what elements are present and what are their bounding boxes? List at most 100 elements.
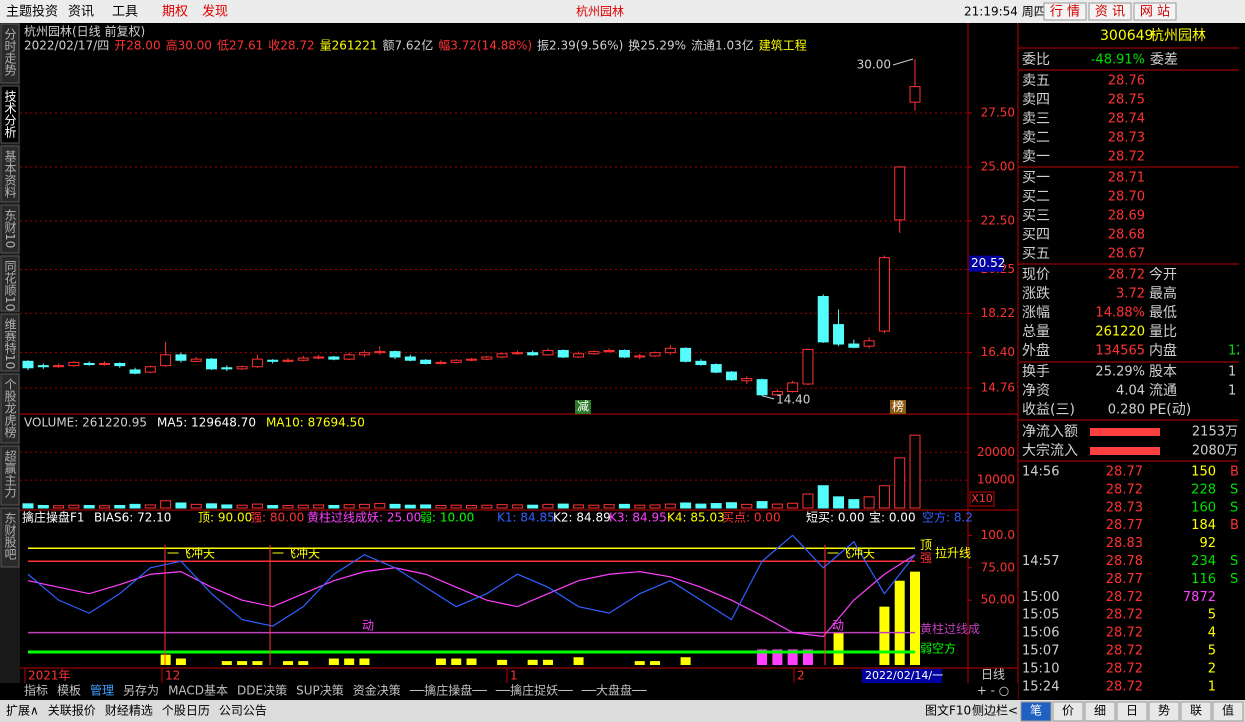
status-tab[interactable]: 侧边栏< xyxy=(972,703,1018,718)
volume-bar xyxy=(771,503,783,509)
bottom-tab[interactable]: 模板 xyxy=(57,684,81,698)
volume-bar xyxy=(160,500,172,509)
side-tab[interactable] xyxy=(0,507,20,568)
right-tab-label[interactable]: 值 xyxy=(1222,703,1234,718)
side-tab-label[interactable]: 东财10 xyxy=(3,209,17,249)
volume-label: MA5: 129648.70 xyxy=(157,416,256,430)
bottom-tab[interactable]: ──擒庄捉妖── xyxy=(495,683,574,698)
side-tab-label[interactable]: 技术分析 xyxy=(3,90,17,139)
y-tick-label: 25.00 xyxy=(981,159,1015,173)
side-tab-label[interactable]: 维赛特10 xyxy=(3,318,17,370)
tick-side: S xyxy=(1230,572,1238,587)
indicator-bar xyxy=(497,659,508,665)
period-label[interactable]: 日线 xyxy=(981,668,1005,682)
right-tab-label[interactable]: 日 xyxy=(1126,704,1138,718)
right-tab[interactable] xyxy=(1212,701,1244,722)
tick-volume: 5 xyxy=(1208,644,1216,659)
bottom-tab[interactable]: 资金决策 xyxy=(353,683,401,698)
bottom-tab[interactable]: ──大盘盘── xyxy=(581,683,648,698)
quote-info: 额7.62亿 xyxy=(382,38,433,53)
bottom-tab[interactable]: 管理 xyxy=(90,683,114,698)
menu-item[interactable]: 发现 xyxy=(202,4,228,20)
tick-price: 28.77 xyxy=(1106,572,1143,587)
side-tab[interactable] xyxy=(0,313,20,372)
side-tab[interactable] xyxy=(0,85,20,144)
status-tab[interactable]: 扩展∧ xyxy=(6,704,39,718)
right-tab[interactable] xyxy=(1020,701,1052,722)
status-tab[interactable]: 财经精选 xyxy=(105,704,153,718)
side-tab[interactable] xyxy=(0,23,20,84)
side-tab-label[interactable]: 超赢主力 xyxy=(3,449,17,499)
side-tab-label[interactable]: 东财股吧 xyxy=(3,512,17,560)
bottom-tab[interactable]: SUP决策 xyxy=(296,684,344,698)
menu-item[interactable]: 工具 xyxy=(112,5,138,20)
top-button[interactable] xyxy=(1088,2,1132,21)
y-tick-label: 14.76 xyxy=(981,381,1015,395)
indicator-bar xyxy=(328,658,339,665)
zoom-controls[interactable]: + - ○ xyxy=(977,684,1009,698)
right-tab-label[interactable]: 势 xyxy=(1158,704,1170,718)
y-tick-label: 20000 xyxy=(977,445,1015,459)
side-tab[interactable] xyxy=(0,145,20,203)
book-label: 卖三 xyxy=(1022,111,1050,127)
top-button[interactable] xyxy=(1043,2,1087,21)
side-tab-label[interactable]: 个股龙虎榜 xyxy=(3,378,17,439)
volume-bar xyxy=(144,504,156,509)
volume-bar xyxy=(481,504,493,509)
indicator-header: 强: 80.00 xyxy=(250,511,304,525)
y-tick-label: 18.22 xyxy=(981,306,1015,320)
bottom-tab[interactable]: ──擒庄操盘── xyxy=(409,683,488,698)
side-tab-label[interactable]: 同花顺10 xyxy=(3,260,17,311)
tick-price: 28.72 xyxy=(1106,626,1143,641)
tick-time: 15:24 xyxy=(1022,679,1059,694)
right-tab[interactable] xyxy=(1180,701,1212,722)
stat-label: 最高 xyxy=(1149,285,1177,302)
status-bar xyxy=(0,700,1245,722)
bottom-tab[interactable]: 另存为 xyxy=(123,684,159,698)
ratio: -48.91% xyxy=(1091,53,1145,68)
bottom-tab[interactable]: MACD基本 xyxy=(168,684,228,698)
side-tab-label[interactable]: 基本资料 xyxy=(3,150,17,198)
right-tab-label[interactable]: 价 xyxy=(1062,704,1074,718)
volume-scale: X10 xyxy=(971,492,993,505)
right-tab-label[interactable]: 联 xyxy=(1190,704,1202,718)
event-marker-label[interactable]: 榜 xyxy=(892,399,904,414)
flow-value: 2153万 xyxy=(1192,425,1238,440)
top-button-label[interactable]: 行 情 xyxy=(1050,5,1080,20)
status-tab[interactable]: 公司公告 xyxy=(219,704,267,718)
right-tab[interactable] xyxy=(1116,701,1148,722)
side-tab[interactable] xyxy=(0,204,20,254)
menu-item[interactable]: 主题投资 xyxy=(6,4,58,20)
top-button-label[interactable]: 网 站 xyxy=(1140,5,1170,20)
event-marker[interactable] xyxy=(575,400,591,414)
stat-label: 最低 xyxy=(1149,305,1177,321)
side-tab-label[interactable]: 分时走势 xyxy=(3,28,17,76)
menu-item[interactable]: 资讯 xyxy=(68,5,94,20)
tick-side: S xyxy=(1230,554,1238,569)
tick-price: 28.77 xyxy=(1106,518,1143,533)
menu-item[interactable]: 期权 xyxy=(162,4,188,20)
volume-bar xyxy=(98,505,110,509)
side-tab[interactable] xyxy=(0,255,20,312)
book-price: 28.69 xyxy=(1108,209,1145,224)
right-tab[interactable] xyxy=(1148,701,1180,722)
quote-info: 收28.72 xyxy=(268,39,314,53)
status-tab[interactable]: 关联报价 xyxy=(48,703,96,718)
right-tab-label[interactable]: 笔 xyxy=(1030,703,1042,718)
top-button-label[interactable]: 资 讯 xyxy=(1095,5,1125,20)
bottom-tab[interactable]: 指标 xyxy=(24,683,48,698)
side-tab[interactable] xyxy=(0,373,20,444)
event-marker[interactable] xyxy=(890,400,906,414)
tick-side: S xyxy=(1230,500,1238,515)
right-tab-label[interactable]: 细 xyxy=(1094,704,1106,718)
volume-bar xyxy=(466,504,477,509)
right-tab[interactable] xyxy=(1052,701,1084,722)
event-marker-label[interactable]: 减 xyxy=(577,400,589,414)
status-tab[interactable]: 个股日历 xyxy=(162,704,210,718)
top-button[interactable] xyxy=(1133,2,1177,21)
side-tab[interactable] xyxy=(0,445,20,506)
status-tab[interactable]: 图文F10 xyxy=(925,703,971,718)
right-tab[interactable] xyxy=(1084,701,1116,722)
flow-bar xyxy=(1090,447,1160,455)
bottom-tab[interactable]: DDE决策 xyxy=(237,684,287,698)
